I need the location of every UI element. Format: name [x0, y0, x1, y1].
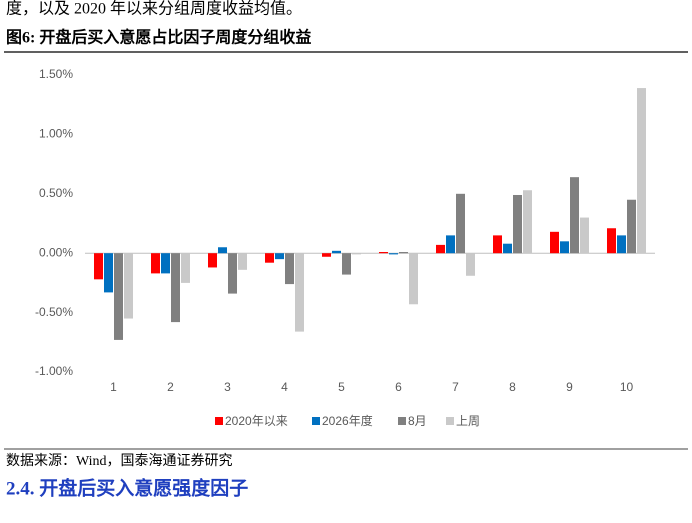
bar	[389, 253, 398, 255]
bar	[379, 252, 388, 254]
x-tick-label: 6	[395, 380, 402, 394]
bar	[352, 253, 361, 255]
bar	[218, 247, 227, 254]
bar	[295, 253, 304, 332]
bar	[580, 217, 589, 254]
bar	[228, 253, 237, 294]
bar	[570, 177, 579, 254]
bar	[265, 253, 274, 263]
bar	[104, 253, 113, 293]
bar	[171, 253, 180, 323]
x-tick-label: 10	[620, 380, 634, 394]
legend-label: 8月	[408, 414, 427, 428]
bar	[617, 235, 626, 254]
x-tick-label: 1	[110, 380, 117, 394]
bar	[399, 252, 408, 254]
bar	[342, 253, 351, 275]
bar	[607, 228, 616, 254]
y-tick-label: 1.50%	[39, 67, 73, 81]
bar	[275, 253, 284, 260]
bar	[151, 253, 160, 274]
bar	[560, 241, 569, 254]
bar	[627, 199, 636, 254]
legend-label: 2020年以来	[225, 414, 288, 428]
bar	[114, 253, 123, 340]
bar	[513, 194, 522, 254]
legend-swatch	[398, 417, 406, 425]
bar	[332, 250, 341, 254]
bar	[550, 231, 559, 254]
x-tick-label: 2	[167, 380, 174, 394]
bar	[466, 253, 475, 276]
x-tick-label: 7	[452, 380, 459, 394]
legend-swatch	[312, 417, 320, 425]
bar	[503, 243, 512, 254]
legend-swatch	[446, 417, 454, 425]
y-tick-label: 1.00%	[39, 127, 73, 141]
legend-swatch	[215, 417, 223, 425]
bar	[523, 190, 532, 254]
y-tick-label: 0.50%	[39, 186, 73, 200]
bar	[436, 244, 445, 254]
legend-label: 2026年度	[322, 413, 373, 428]
x-tick-label: 5	[338, 380, 345, 394]
x-tick-label: 4	[281, 380, 288, 394]
bar	[94, 253, 103, 280]
source-text: 数据来源：Wind，国泰海通证券研究	[6, 453, 233, 469]
y-tick-label: 0.00%	[39, 245, 73, 259]
legend-label: 上周	[456, 414, 480, 428]
bar	[238, 253, 247, 270]
section-heading: 2.4. 开盘后买入意愿强度因子	[6, 476, 248, 499]
y-tick-label: -1.00%	[35, 364, 73, 378]
figure-title: 图6: 开盘后买入意愿占比因子周度分组收益	[6, 28, 311, 47]
bar	[181, 253, 190, 283]
bar	[285, 253, 294, 285]
x-tick-label: 8	[509, 380, 516, 394]
x-tick-label: 9	[566, 380, 573, 394]
bar	[409, 253, 418, 305]
x-tick-label: 3	[224, 380, 231, 394]
y-tick-label: -0.50%	[35, 305, 73, 319]
bar	[124, 253, 133, 319]
bar	[446, 235, 455, 254]
bar	[208, 253, 217, 268]
bar	[322, 253, 331, 257]
bar	[161, 253, 170, 274]
bar	[493, 235, 502, 254]
chart: -1.00% -0.50% 0.00% 0.50% 1.00% 1.50% 1 2 3 4 5 6 7 8…	[35, 67, 655, 428]
intro-text: 度，以及 2020 年以来分组周度收益均值。	[6, 0, 302, 18]
bar	[637, 88, 646, 254]
bar	[456, 193, 465, 254]
